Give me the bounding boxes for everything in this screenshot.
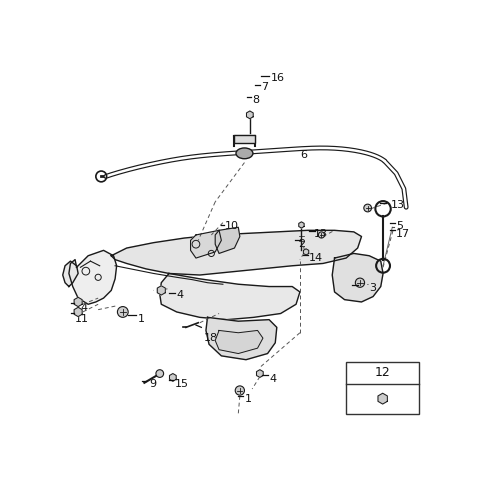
Polygon shape [378, 393, 387, 404]
Circle shape [355, 278, 365, 287]
Polygon shape [63, 261, 78, 287]
Circle shape [318, 232, 324, 238]
Text: 1: 1 [244, 395, 252, 404]
Circle shape [235, 386, 244, 395]
Polygon shape [299, 222, 304, 228]
Text: 3: 3 [369, 283, 376, 293]
Text: 7: 7 [262, 83, 268, 93]
Polygon shape [160, 273, 300, 320]
Polygon shape [74, 307, 82, 317]
Circle shape [364, 204, 372, 212]
Polygon shape [303, 249, 309, 255]
Circle shape [118, 306, 128, 317]
Polygon shape [247, 111, 253, 119]
Bar [346, 362, 419, 414]
Polygon shape [111, 230, 361, 275]
Text: 10: 10 [225, 221, 239, 231]
Polygon shape [74, 297, 82, 306]
Text: 9: 9 [150, 379, 157, 389]
Polygon shape [191, 230, 221, 258]
Text: 15: 15 [174, 379, 188, 389]
Ellipse shape [236, 148, 253, 159]
Text: 6: 6 [300, 150, 307, 160]
Polygon shape [256, 370, 263, 377]
Polygon shape [157, 286, 165, 295]
Polygon shape [69, 250, 117, 304]
Text: 14: 14 [75, 303, 89, 313]
Text: 4: 4 [269, 374, 276, 384]
Text: 12: 12 [367, 370, 383, 383]
Text: 16: 16 [271, 73, 285, 83]
Polygon shape [169, 374, 176, 381]
Circle shape [156, 370, 164, 377]
Text: 1: 1 [138, 313, 145, 324]
Text: 14: 14 [309, 253, 323, 263]
Polygon shape [332, 253, 383, 302]
Text: 4: 4 [177, 291, 184, 300]
Text: 2: 2 [299, 239, 305, 249]
Text: 12: 12 [375, 366, 391, 379]
Text: 18: 18 [204, 333, 218, 343]
FancyBboxPatch shape [234, 135, 255, 143]
Polygon shape [206, 317, 277, 360]
Text: 8: 8 [252, 95, 259, 105]
Polygon shape [215, 331, 263, 353]
Polygon shape [215, 227, 240, 253]
Text: 17: 17 [396, 229, 410, 239]
Text: 13: 13 [314, 229, 328, 239]
Text: 11: 11 [75, 313, 89, 324]
Text: 13: 13 [391, 200, 405, 210]
Text: 5: 5 [396, 221, 403, 231]
